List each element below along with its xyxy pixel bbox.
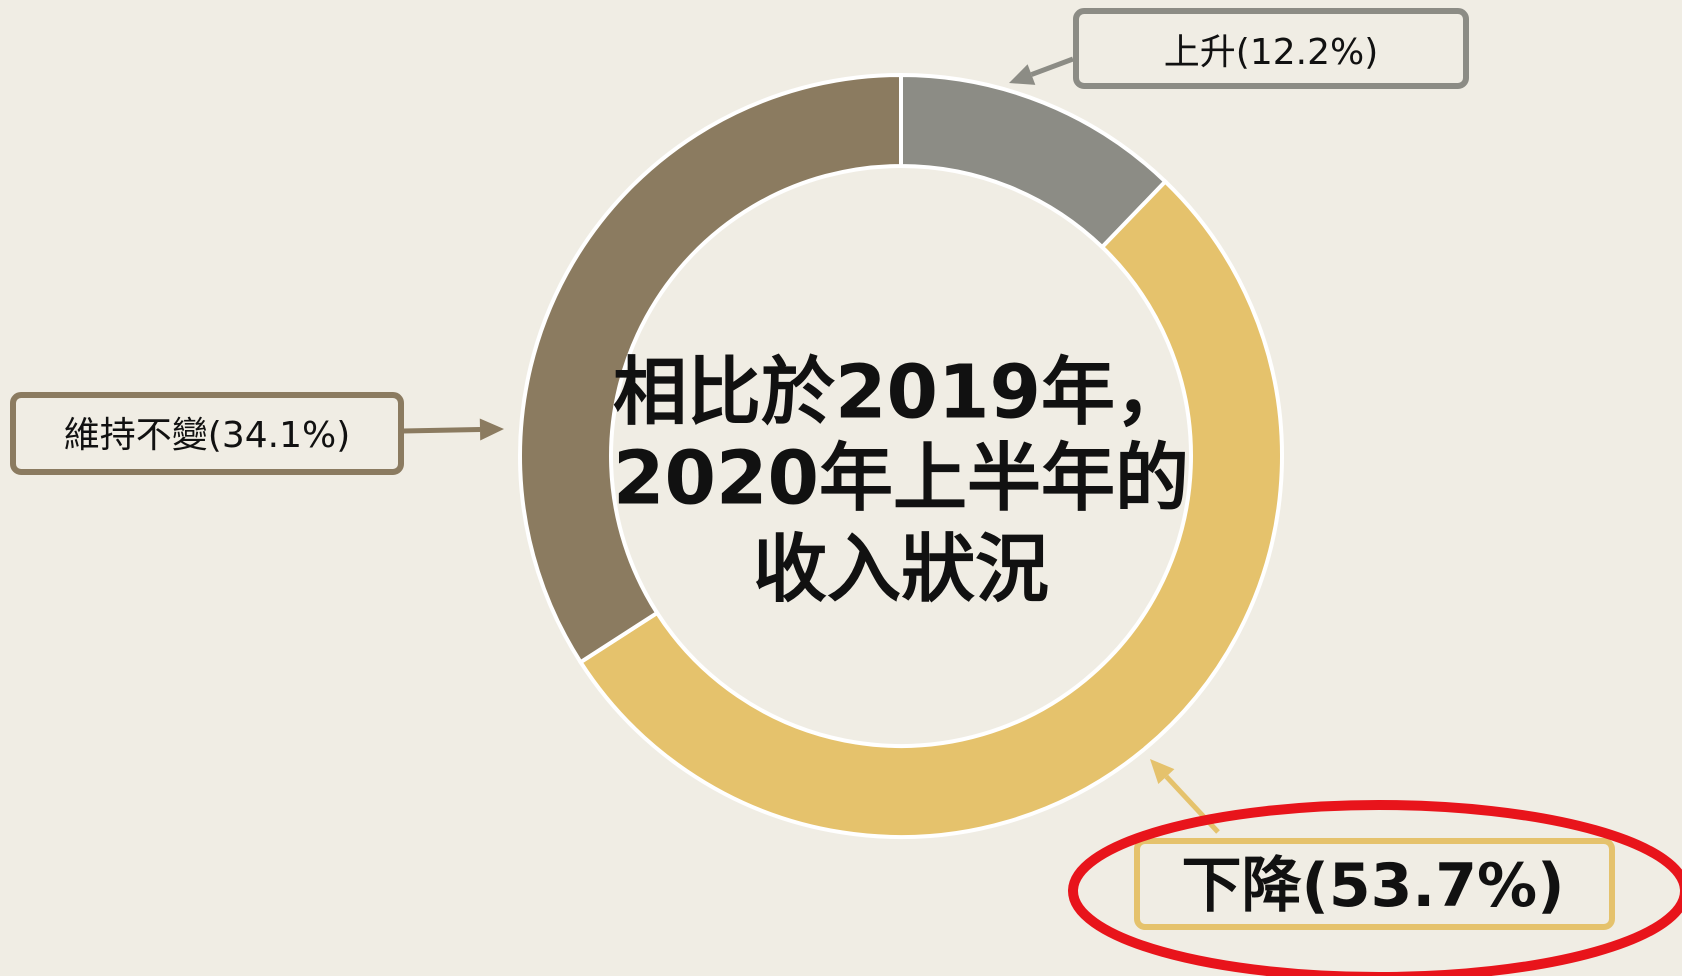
- arrow-head: [1009, 64, 1036, 85]
- category-name: 下降: [1182, 851, 1303, 921]
- slice-label: 下降(53.7%): [1182, 851, 1565, 921]
- slice: [577, 178, 1285, 839]
- title-line: 收入狀況: [753, 527, 1049, 613]
- title-line: 2020年上半年的: [613, 436, 1189, 522]
- arrow-line: [1030, 56, 1074, 77]
- label-box: [1134, 838, 1615, 930]
- category-name: 上升: [1164, 32, 1236, 73]
- arrow-head: [1150, 759, 1175, 785]
- slice: [518, 72, 903, 665]
- value-label: (53.7%): [1302, 851, 1565, 921]
- highlight-ellipse: [1068, 800, 1682, 976]
- labels: 上升(12.2%) 下降(53.7%) 維持不變(34.1%): [10, 8, 1615, 930]
- value-label: (34.1%): [208, 415, 350, 456]
- category-name: 維持不變: [64, 415, 208, 456]
- slice-label: 上升(12.2%): [1164, 32, 1378, 73]
- slice-label: 維持不變(34.1%): [64, 415, 350, 456]
- title-line: 相比於2019年，: [613, 350, 1189, 436]
- donut: [518, 72, 1285, 839]
- arrow-head: [479, 418, 504, 441]
- arrow-line: [402, 426, 481, 434]
- label-box: [10, 392, 404, 475]
- label-box: [1073, 8, 1469, 89]
- value-label: (12.2%): [1236, 32, 1378, 73]
